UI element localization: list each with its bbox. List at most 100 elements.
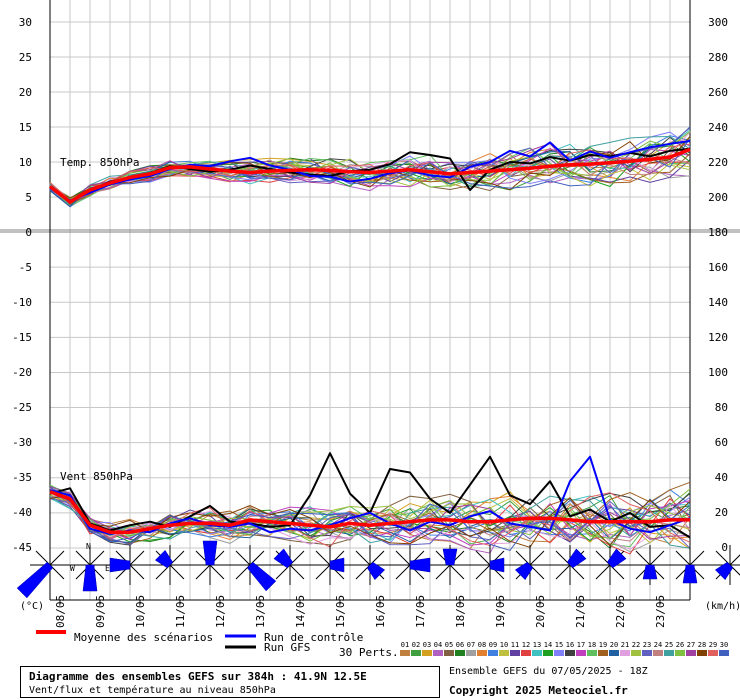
perturbation-swatch xyxy=(565,650,575,656)
wind-rose-spoke xyxy=(169,564,185,580)
wind-rose xyxy=(630,545,670,585)
perturbation-swatch xyxy=(686,650,696,656)
x-date-label: 15/05 xyxy=(334,595,347,628)
wind-tick-left: -5 xyxy=(19,261,32,274)
perturbation-number: 21 xyxy=(621,641,629,649)
right-unit-label: (km/h) xyxy=(705,601,740,612)
perturbation-number: 20 xyxy=(610,641,618,649)
x-date-label: 12/05 xyxy=(214,595,227,628)
x-date-label: 10/05 xyxy=(134,595,147,628)
perturbation-number: 23 xyxy=(643,641,651,649)
perturbation-number: 10 xyxy=(500,641,508,649)
wind-tick-right: 80 xyxy=(715,401,728,414)
perturbation-swatch xyxy=(477,650,487,656)
temp-perturbation-line xyxy=(49,155,691,203)
wind-rose-blade xyxy=(566,548,587,569)
wind-rose xyxy=(670,545,710,585)
wind-tick-left: -15 xyxy=(12,331,32,344)
perturbation-swatch xyxy=(554,650,564,656)
wind-rose-spoke xyxy=(129,564,145,580)
perturbation-number: 12 xyxy=(522,641,530,649)
wind-rose-spoke xyxy=(355,550,371,566)
temp-tick-left: 30 xyxy=(19,16,32,29)
wind-rose-spoke xyxy=(529,550,545,566)
temp-perturbation-line xyxy=(49,142,691,203)
compass-e-label: E xyxy=(105,564,110,573)
perturbation-number: 25 xyxy=(665,641,673,649)
wind-rose-blade xyxy=(682,564,698,584)
perturbation-swatch xyxy=(598,650,608,656)
perturbation-swatch xyxy=(510,650,520,656)
wind-rose xyxy=(510,545,550,585)
wind-rose-spoke xyxy=(395,550,411,566)
legend-mean-label: Moyenne des scénarios xyxy=(74,631,213,644)
x-date-label: 13/05 xyxy=(254,595,267,628)
wind-rose xyxy=(270,545,310,585)
wind-rose-blade xyxy=(489,557,505,573)
wind-tick-right: 180 xyxy=(708,226,728,239)
wind-tick-left: -30 xyxy=(12,436,32,449)
temp-tick-left: 20 xyxy=(19,86,32,99)
wind-rose-blade xyxy=(606,548,627,569)
temp-tick-left: 5 xyxy=(25,191,32,204)
perturbation-number: 28 xyxy=(698,641,706,649)
wind-rose-spoke xyxy=(235,550,251,566)
perturbation-swatch xyxy=(488,650,498,656)
wind-tick-right: 160 xyxy=(708,261,728,274)
x-date-label: 17/05 xyxy=(414,595,427,628)
wind-rose xyxy=(70,545,110,592)
wind-tick-right: 120 xyxy=(708,331,728,344)
wind-rose-spoke xyxy=(689,550,705,566)
perturbation-number: 02 xyxy=(412,641,420,649)
wind-tick-left: -25 xyxy=(12,401,32,414)
temp-tick-left: 15 xyxy=(19,121,32,134)
perturbation-number: 14 xyxy=(544,641,552,649)
temp-tick-right: 240 xyxy=(708,121,728,134)
perturbation-swatch xyxy=(543,650,553,656)
perturbation-number: 17 xyxy=(577,641,585,649)
temp-tick-right: 220 xyxy=(708,156,728,169)
x-date-label: 14/05 xyxy=(294,595,307,628)
x-date-label: 11/05 xyxy=(174,595,187,628)
perturbation-number: 18 xyxy=(588,641,596,649)
perturbation-number: 04 xyxy=(434,641,442,649)
wind-tick-right: 20 xyxy=(715,506,728,519)
perturbation-swatch xyxy=(631,650,641,656)
wind-rose-spoke xyxy=(195,564,211,580)
wind-rose-spoke xyxy=(75,550,91,566)
wind-rose-spoke xyxy=(49,550,65,566)
perturbation-swatch xyxy=(609,650,619,656)
wind-rose-spoke xyxy=(729,554,740,566)
left-unit-label: (°C) xyxy=(20,601,44,612)
temp-perturbation-line xyxy=(49,138,691,201)
wind-rose-spoke xyxy=(475,550,491,566)
wind-rose-blade xyxy=(109,557,131,573)
wind-rose xyxy=(310,545,350,585)
wind-rose-spoke xyxy=(395,564,411,580)
wind-rose-blade xyxy=(202,540,218,566)
wind-rose xyxy=(109,545,150,585)
wind-tick-right: 40 xyxy=(715,471,728,484)
temp-tick-right: 200 xyxy=(708,191,728,204)
compass-n-label: N xyxy=(86,542,91,551)
wind-rose-blade xyxy=(714,561,734,581)
wind-rose-blade xyxy=(329,557,345,573)
temp-tick-left: 25 xyxy=(19,51,32,64)
x-date-label: 08/05 xyxy=(54,595,67,628)
perturbation-number: 11 xyxy=(511,641,519,649)
wind-rose xyxy=(470,545,510,585)
wind-rose xyxy=(550,545,590,585)
x-date-label: 09/05 xyxy=(94,595,107,628)
wind-rose xyxy=(710,545,740,585)
temp-tick-left: 10 xyxy=(19,156,32,169)
wind-tick-left: -10 xyxy=(12,296,32,309)
wind-rose xyxy=(190,540,230,585)
wind-rose-spoke xyxy=(555,564,571,580)
wind-rose-blade xyxy=(246,561,277,592)
perturbations-label: 30 Perts. xyxy=(339,646,399,659)
wind-rose-spoke xyxy=(649,550,665,566)
perturbation-number: 19 xyxy=(599,641,607,649)
perturbation-swatch xyxy=(719,650,729,656)
wind-rose-blade xyxy=(514,561,534,581)
